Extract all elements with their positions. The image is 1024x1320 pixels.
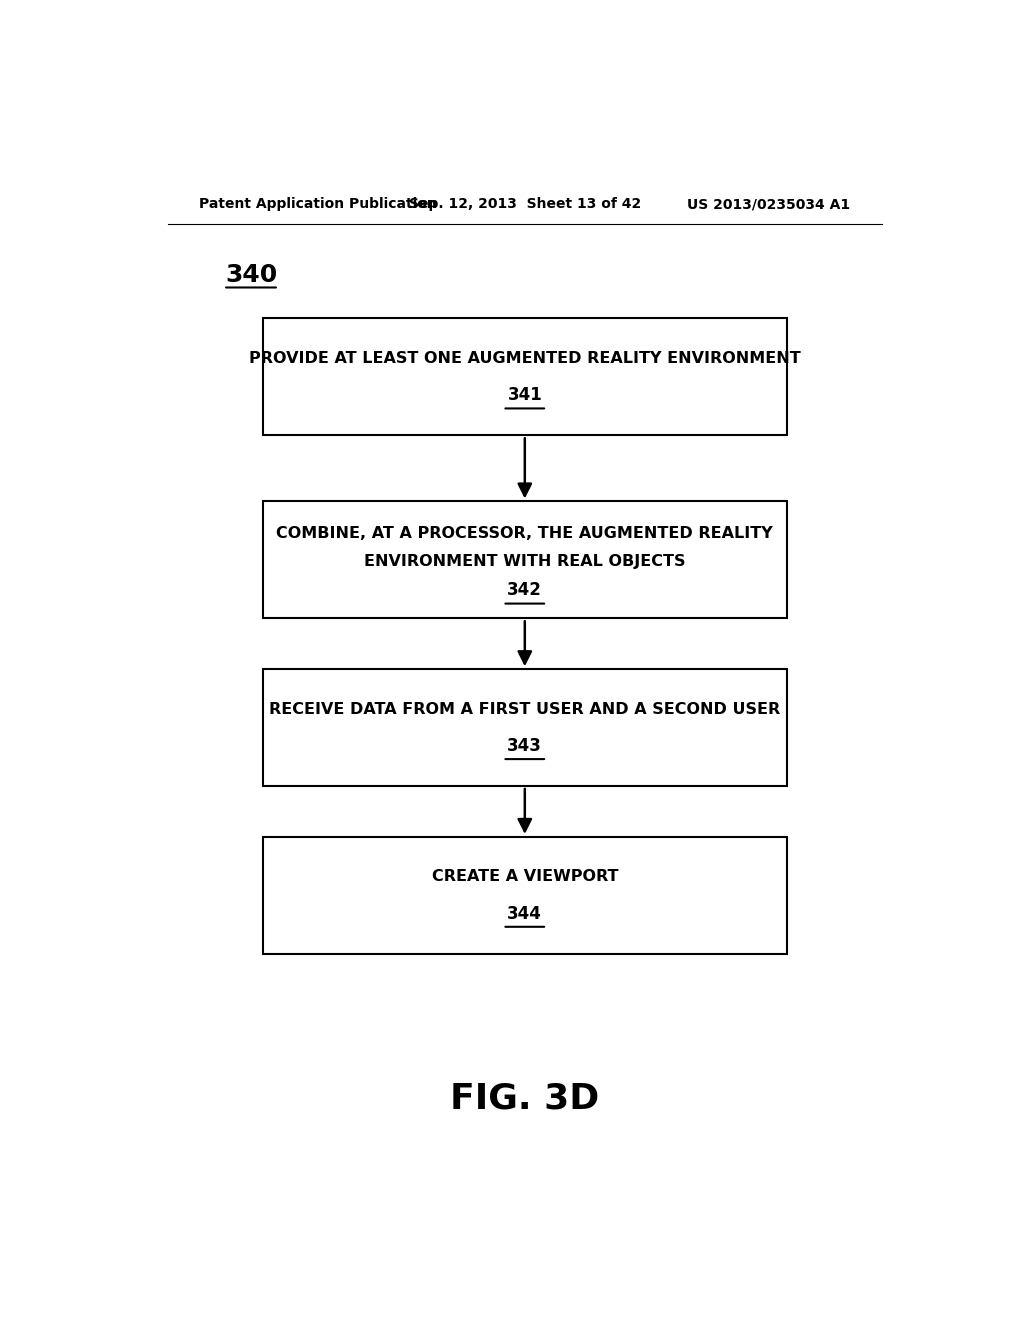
FancyBboxPatch shape xyxy=(263,502,786,618)
Text: COMBINE, AT A PROCESSOR, THE AUGMENTED REALITY: COMBINE, AT A PROCESSOR, THE AUGMENTED R… xyxy=(276,525,773,541)
Text: 344: 344 xyxy=(507,904,543,923)
Text: ENVIRONMENT WITH REAL OBJECTS: ENVIRONMENT WITH REAL OBJECTS xyxy=(365,554,685,569)
Text: Patent Application Publication: Patent Application Publication xyxy=(200,197,437,211)
Text: FIG. 3D: FIG. 3D xyxy=(451,1081,599,1115)
Text: 341: 341 xyxy=(508,387,542,404)
Text: 343: 343 xyxy=(507,737,543,755)
Text: CREATE A VIEWPORT: CREATE A VIEWPORT xyxy=(431,870,618,884)
Text: 340: 340 xyxy=(225,263,278,288)
Text: US 2013/0235034 A1: US 2013/0235034 A1 xyxy=(687,197,850,211)
Text: 342: 342 xyxy=(507,581,543,599)
Text: Sep. 12, 2013  Sheet 13 of 42: Sep. 12, 2013 Sheet 13 of 42 xyxy=(409,197,641,211)
Text: PROVIDE AT LEAST ONE AUGMENTED REALITY ENVIRONMENT: PROVIDE AT LEAST ONE AUGMENTED REALITY E… xyxy=(249,351,801,366)
FancyBboxPatch shape xyxy=(263,669,786,785)
Text: RECEIVE DATA FROM A FIRST USER AND A SECOND USER: RECEIVE DATA FROM A FIRST USER AND A SEC… xyxy=(269,702,780,717)
FancyBboxPatch shape xyxy=(263,837,786,954)
FancyBboxPatch shape xyxy=(263,318,786,436)
